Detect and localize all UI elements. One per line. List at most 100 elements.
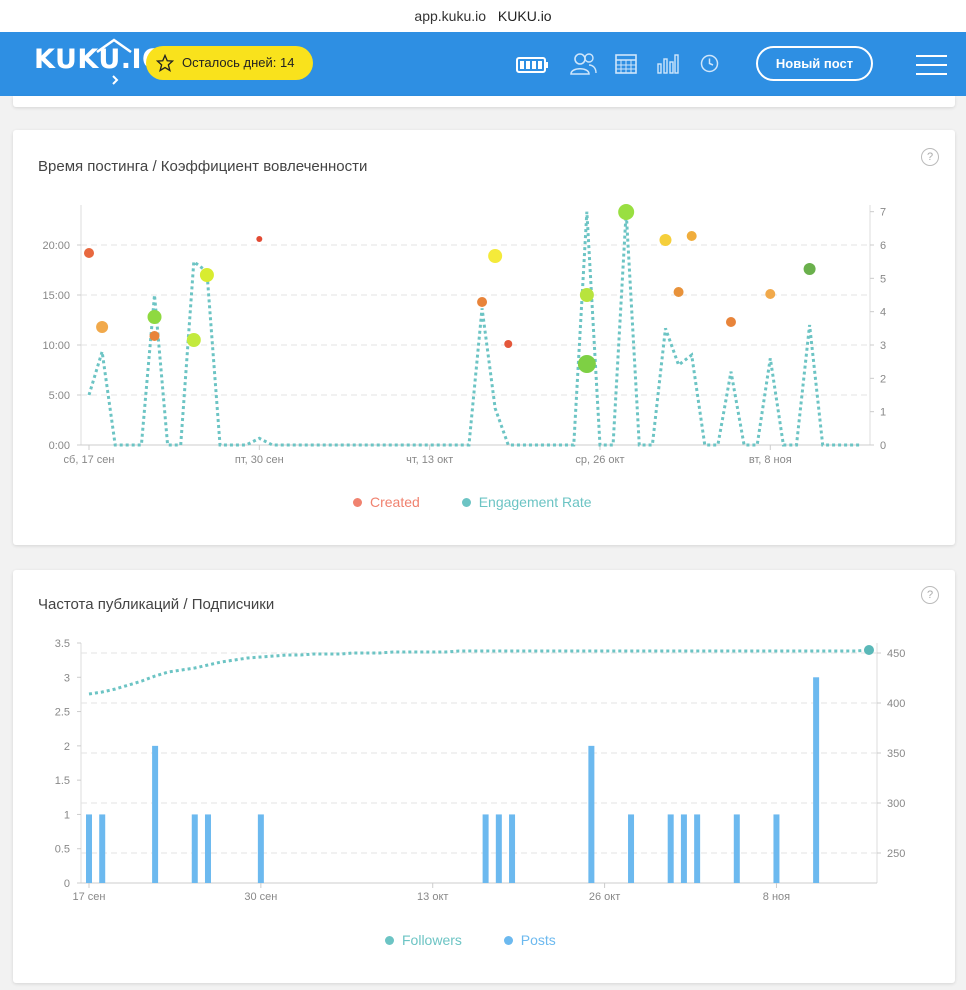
- help-icon[interactable]: ?: [921, 148, 939, 166]
- house-logo-icon: [96, 38, 132, 85]
- created-point: [803, 263, 816, 275]
- posts-bar: [773, 814, 780, 883]
- legend-engagement[interactable]: Engagement Rate: [461, 494, 592, 510]
- y-left-tick-label: 0:00: [49, 440, 70, 452]
- created-point: [577, 355, 596, 373]
- x-tick-label: чт, 13 окт: [406, 454, 453, 466]
- posts-bar: [99, 814, 106, 883]
- x-tick-label: ср, 26 окт: [575, 454, 624, 466]
- browser-url[interactable]: app.kuku.io: [414, 8, 487, 24]
- posts-bar: [482, 814, 489, 883]
- posts-bar: [733, 814, 740, 883]
- y-left-tick-label: 3.5: [55, 638, 70, 650]
- y-left-tick-label: 1.5: [55, 775, 70, 787]
- created-point: [618, 204, 635, 220]
- y-left-tick-label: 0: [64, 878, 70, 890]
- created-point: [477, 297, 488, 307]
- legend-created[interactable]: Created: [353, 494, 424, 510]
- y-right-tick-label: 6: [880, 240, 886, 252]
- y-left-tick-label: 3: [64, 672, 70, 684]
- posts-bar: [628, 814, 635, 883]
- created-point: [149, 331, 160, 341]
- legend-followers-dot: [385, 936, 394, 945]
- x-tick-label: 17 сен: [73, 891, 106, 903]
- posts-bar: [191, 814, 198, 883]
- created-point: [256, 236, 263, 242]
- posts-bar: [257, 814, 264, 883]
- x-tick-label: пт, 30 сен: [235, 454, 284, 466]
- followers-line: [88, 648, 870, 696]
- created-point: [686, 231, 697, 241]
- star-icon: [156, 54, 174, 72]
- posts-bar: [152, 745, 159, 883]
- y-right-tick-label: 7: [880, 207, 886, 219]
- y-left-tick-label: 2.5: [55, 707, 70, 719]
- clock-icon[interactable]: [700, 54, 719, 73]
- legend-created-dot: [353, 498, 362, 507]
- bar-chart-icon[interactable]: [657, 52, 679, 74]
- y-right-tick-label: 450: [887, 648, 905, 660]
- y-right-tick-label: 250: [887, 848, 905, 860]
- created-point: [147, 310, 162, 324]
- created-point: [673, 287, 684, 297]
- y-right-tick-label: 400: [887, 698, 905, 710]
- trial-days-label: Осталось дней: 14: [182, 55, 295, 70]
- y-right-tick-label: 3: [880, 340, 886, 352]
- x-tick-label: сб, 17 сен: [64, 454, 115, 466]
- battery-icon[interactable]: [516, 56, 549, 74]
- followers-last-point: [864, 645, 874, 655]
- posts-bar: [204, 814, 211, 883]
- y-left-tick-label: 2: [64, 741, 70, 753]
- calendar-icon[interactable]: [615, 52, 637, 74]
- posts-bar: [588, 745, 595, 883]
- browser-title-bar: app.kuku.io KUKU.io: [0, 0, 966, 33]
- frequency-legend: Followers Posts: [385, 932, 556, 948]
- frequency-card: Частота публикаций / Подписчики ? 0 0.5 1 1…: [13, 570, 955, 983]
- posts-bar: [509, 814, 516, 883]
- created-point: [579, 288, 594, 302]
- x-tick-label: 26 окт: [589, 891, 620, 903]
- legend-engagement-dot: [461, 498, 471, 507]
- posting-time-title: Время постинга / Коэффициент вовлеченнос…: [38, 158, 368, 175]
- y-right-tick-label: 300: [887, 798, 905, 810]
- x-tick-label: 13 окт: [417, 891, 448, 903]
- new-post-button[interactable]: Новый пост: [756, 46, 873, 81]
- logo[interactable]: KUKU.IO: [34, 38, 166, 85]
- posts-bar: [680, 814, 687, 883]
- posting-time-legend: Created Engagement Rate: [353, 494, 592, 510]
- posts-bar: [694, 814, 701, 883]
- legend-posts[interactable]: Posts: [503, 932, 556, 948]
- x-tick-label: 30 сен: [244, 891, 277, 903]
- y-right-tick-label: 0: [880, 440, 886, 452]
- posting-time-card: Время постинга / Коэффициент вовлеченнос…: [13, 130, 955, 545]
- y-right-tick-label: 1: [880, 407, 886, 419]
- posts-bar: [495, 814, 502, 883]
- created-point: [725, 317, 736, 327]
- created-point: [488, 249, 503, 263]
- y-left-tick-label: 0.5: [55, 844, 70, 856]
- y-right-tick-label: 4: [880, 307, 886, 319]
- created-point: [186, 333, 201, 347]
- x-tick-label: вт, 8 ноя: [749, 454, 792, 466]
- y-left-tick-label: 5:00: [49, 390, 70, 402]
- legend-followers[interactable]: Followers: [385, 932, 466, 948]
- help-icon[interactable]: ?: [921, 586, 939, 604]
- posts-bar: [667, 814, 674, 883]
- previous-card-bottom: [13, 96, 955, 107]
- created-point: [659, 234, 672, 246]
- y-right-tick-label: 2: [880, 373, 886, 385]
- trial-days-badge[interactable]: Осталось дней: 14: [146, 46, 313, 80]
- y-left-tick-label: 1: [64, 809, 70, 821]
- x-tick-label: 8 ноя: [763, 891, 790, 903]
- legend-posts-dot: [503, 936, 513, 945]
- y-left-tick-label: 20:00: [42, 240, 70, 252]
- hamburger-menu-icon[interactable]: [916, 55, 947, 75]
- users-icon[interactable]: [570, 52, 597, 76]
- browser-page-title: KUKU.io: [497, 8, 552, 24]
- engagement-rate-line: [87, 211, 862, 447]
- frequency-chart: 0 0.5 1 1.5 2 2.5 3 3.5 250 300 350 400 450 17 сен 30 …: [55, 638, 906, 903]
- app-header: KUKU.IO Осталось дней: 14: [0, 32, 966, 96]
- y-right-tick-label: 350: [887, 748, 905, 760]
- posting-time-chart: 0:00 5:00 10:00 15:00 20:00 0 1 2 3 4 5 6 7 сб, 17 се…: [42, 204, 886, 466]
- created-point: [504, 340, 513, 348]
